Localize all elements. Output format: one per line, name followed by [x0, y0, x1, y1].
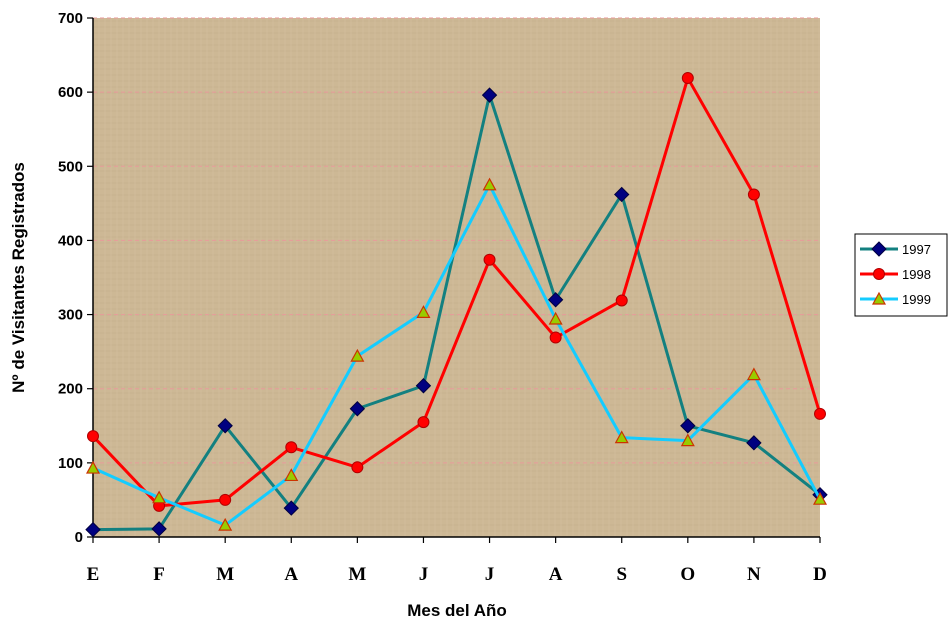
y-tick-label: 600 [58, 84, 83, 101]
legend-item-1998: 1998 [860, 267, 931, 282]
data-point-1999 [218, 517, 233, 531]
data-point-1999 [746, 367, 761, 381]
x-tick-label: D [813, 564, 827, 585]
series-group [85, 72, 828, 538]
data-point-1999 [614, 430, 629, 444]
data-point-1997 [415, 378, 432, 394]
y-tick-label: 100 [58, 455, 83, 472]
data-point-1998 [417, 416, 430, 429]
data-point-1997 [151, 521, 167, 537]
y-tick-label: 700 [58, 10, 83, 27]
data-point-1999 [350, 348, 365, 362]
data-point-1999 [548, 311, 563, 325]
x-tick-label: N [747, 564, 761, 585]
legend-marker [871, 291, 887, 305]
legend-label: 1998 [902, 267, 931, 282]
y-axis-title: Nº de Visitantes Registrados [9, 162, 28, 393]
data-point-1997 [85, 521, 101, 538]
data-point-1998 [219, 493, 232, 506]
data-point-1999 [152, 490, 167, 504]
x-tick-label: M [348, 564, 366, 585]
series-line-1998 [91, 76, 822, 508]
x-tick-label: J [419, 564, 429, 585]
data-point-1999 [85, 460, 101, 474]
x-tick-label: A [284, 564, 298, 585]
data-point-1997 [680, 418, 696, 434]
y-tick-label: 400 [58, 232, 83, 249]
y-tick-labels: 0 100 200 300 400 500 600 700 [58, 10, 83, 546]
y-tick-label: 0 [75, 529, 83, 546]
axes [87, 17, 821, 543]
series-line-1999 [92, 183, 822, 527]
legend-label: 1999 [902, 292, 931, 307]
data-point-1997 [283, 500, 299, 516]
data-point-1998 [814, 407, 826, 420]
legend: 1997 1998 1999 [854, 233, 948, 317]
data-point-1997 [746, 435, 762, 451]
data-point-1997 [614, 186, 630, 203]
series-1998 [87, 72, 826, 512]
data-point-1998 [615, 294, 628, 307]
legend-marker [873, 268, 885, 280]
data-point-1998 [483, 253, 496, 266]
x-tick-label: M [216, 564, 234, 585]
legend-item-1999: 1999 [860, 291, 931, 307]
data-point-1997 [217, 418, 233, 434]
data-point-1998 [549, 331, 562, 344]
legend-marker [871, 241, 887, 257]
plot-area [93, 18, 820, 537]
x-tick-label: J [485, 564, 495, 585]
data-point-1999 [416, 305, 431, 318]
x-tick-label: E [87, 564, 100, 585]
data-point-1997 [481, 87, 498, 103]
data-point-1997 [547, 292, 564, 308]
data-point-1999 [812, 491, 828, 505]
x-tick-label: O [680, 564, 695, 585]
y-tick-label: 300 [58, 307, 83, 324]
data-point-1999 [284, 468, 299, 482]
x-tick-label: A [549, 564, 563, 585]
y-tick-label: 200 [58, 381, 83, 398]
data-point-1998 [681, 72, 694, 85]
data-point-1998 [285, 441, 298, 454]
data-point-1999 [680, 433, 695, 447]
x-tick-label: S [616, 564, 627, 585]
data-point-1998 [87, 430, 99, 443]
data-point-1998 [747, 188, 760, 201]
legend-item-1997: 1997 [860, 241, 931, 257]
x-axis-title: Mes del Año [407, 601, 507, 620]
y-tick-label: 500 [58, 158, 83, 175]
grid-lines [93, 17, 820, 464]
data-point-1997 [349, 401, 366, 417]
series-1999 [85, 177, 828, 531]
data-point-1998 [351, 461, 364, 474]
data-point-1999 [482, 177, 497, 191]
x-tick-label: F [153, 564, 165, 585]
legend-label: 1997 [902, 242, 931, 257]
